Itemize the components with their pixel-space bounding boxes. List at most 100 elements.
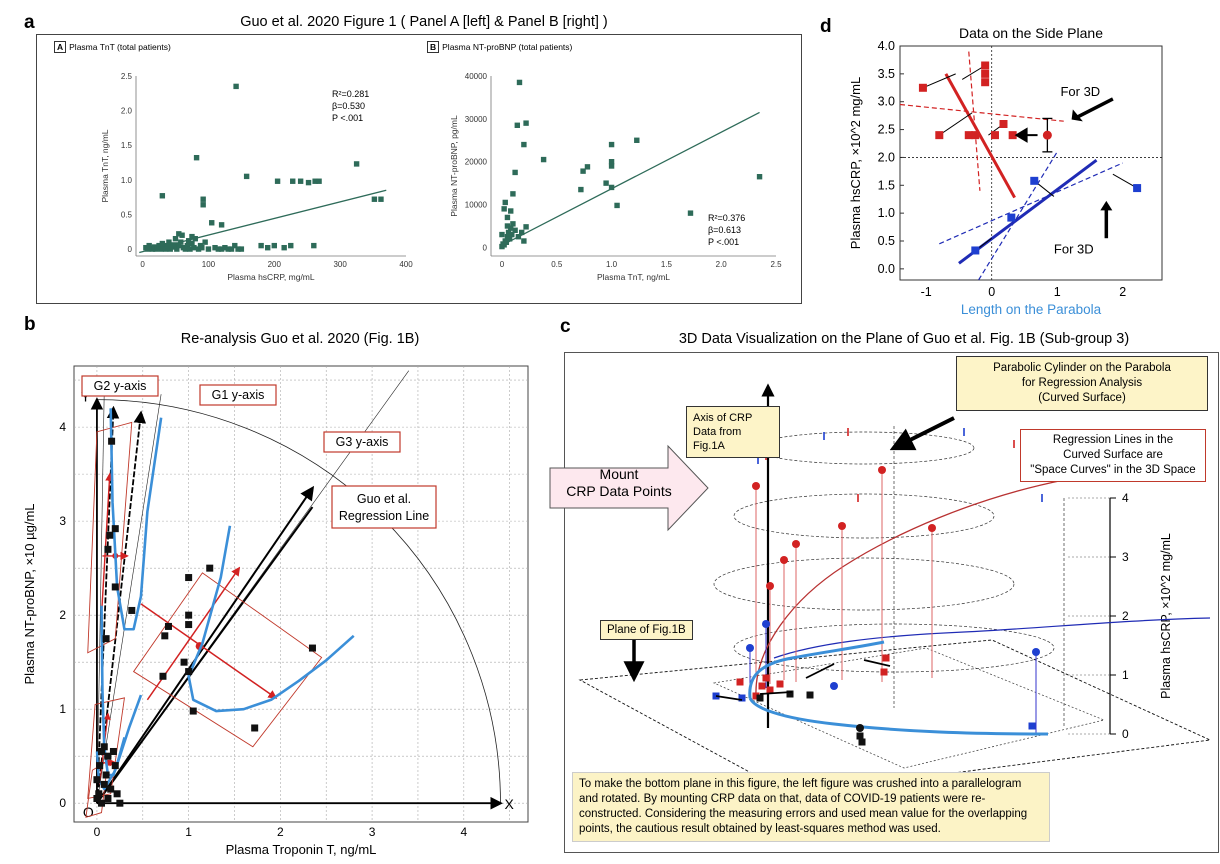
g0-parabola xyxy=(95,737,126,791)
z-axis-label: Plasma hsCRP, ×10^2 mg/mL xyxy=(1159,533,1173,699)
x-tick-label: 0 xyxy=(500,260,505,269)
data-point xyxy=(174,246,180,252)
x-tick-label: 0 xyxy=(140,260,145,269)
y-tick-label: 0.5 xyxy=(878,234,895,248)
blue-parabola-upper xyxy=(748,640,885,699)
red-square xyxy=(762,674,770,682)
data-point xyxy=(312,178,318,184)
data-point xyxy=(510,191,516,197)
panel-c-title: 3D Data Visualization on the Plane of Gu… xyxy=(678,331,1130,347)
data-point xyxy=(182,246,189,252)
red-mean-point xyxy=(1042,130,1052,140)
data-point xyxy=(185,621,193,629)
regression-callout-line1: Guo et al. xyxy=(357,492,411,506)
panel-a-chart: 0 100 200 300 400 0 0.5 1.0 1.5 2.0 2.5 Plasma hsCR… xyxy=(36,34,802,304)
y-tick-label: 20000 xyxy=(465,158,488,167)
data-point xyxy=(98,799,106,807)
data-point xyxy=(509,231,515,238)
data-point xyxy=(161,632,169,640)
red-point xyxy=(999,120,1008,128)
x-tick-label: 1.0 xyxy=(606,260,618,269)
stat-p: P <.001 xyxy=(332,113,364,123)
red-fit-line xyxy=(944,73,1016,199)
data-point xyxy=(166,239,172,245)
y-tick-label: 2.0 xyxy=(121,107,133,116)
red-square xyxy=(766,686,774,694)
data-point xyxy=(187,246,193,252)
data-point xyxy=(506,236,513,242)
data-point xyxy=(93,794,101,802)
x-tick-label: 400 xyxy=(399,260,413,269)
origin-letter: O xyxy=(83,804,94,820)
red-point xyxy=(964,131,973,140)
data-point xyxy=(608,141,615,148)
data-point xyxy=(225,246,231,252)
mount-line2: CRP Data Points xyxy=(566,483,672,499)
data-point xyxy=(200,196,206,202)
panel-a-left-tag: A xyxy=(54,41,67,53)
data-point xyxy=(162,246,169,252)
data-point xyxy=(308,644,316,652)
blue-point xyxy=(746,644,754,652)
x-tick-label: 1 xyxy=(1054,285,1061,299)
y-tick-label: 1.5 xyxy=(121,141,133,150)
blue-parabola-lower xyxy=(748,697,1049,736)
data-point xyxy=(164,622,172,630)
y-axis-letter: Y xyxy=(81,389,91,405)
chart-title: Data on the Side Plane xyxy=(959,25,1103,41)
panel-a-right-subtitle: B Plasma NT-proBNP (total patients) xyxy=(427,41,572,53)
data-point xyxy=(172,235,179,242)
data-point xyxy=(108,437,116,445)
x-axis-letter: X xyxy=(504,796,514,812)
red-square xyxy=(880,668,888,676)
panel-c-letter: c xyxy=(560,316,571,337)
y-axis-label: Plasma TnT, ng/mL xyxy=(100,129,110,202)
plane-arrow xyxy=(715,695,743,701)
regression-line2: Curved Surface are xyxy=(1063,449,1163,461)
g3-parabola xyxy=(187,525,355,713)
data-point xyxy=(502,199,508,206)
x-tick-label: 4 xyxy=(460,825,467,839)
x-tick-label: 3 xyxy=(369,825,376,839)
data-point xyxy=(164,242,171,249)
data-point xyxy=(371,196,378,202)
blue-point xyxy=(762,620,770,628)
for3d-top-arrowhead xyxy=(1071,109,1083,122)
x-tick-label: 2 xyxy=(1119,285,1126,299)
y-tick-label: 1.0 xyxy=(878,206,895,220)
x-axis-label: Plasma Troponin T, ng/mL xyxy=(226,842,377,857)
red-point xyxy=(838,522,846,530)
x-tick-label: 0 xyxy=(988,285,995,299)
data-point xyxy=(184,242,191,249)
data-point xyxy=(113,790,121,798)
y-tick-label: 3.0 xyxy=(878,95,895,109)
data-point xyxy=(501,206,507,212)
panel-a-letter: a xyxy=(24,12,35,33)
data-point xyxy=(265,244,271,251)
blue-ci-line xyxy=(939,162,1123,245)
red-square xyxy=(776,680,784,688)
data-point xyxy=(584,164,591,170)
data-point xyxy=(104,752,112,760)
panel-a-left-stats: R²=0.281 β=0.530 P <.001 xyxy=(332,88,369,124)
data-point xyxy=(512,227,518,233)
cylinder-line2: for Regression Analysis xyxy=(1021,377,1143,389)
data-point xyxy=(756,174,763,180)
data-point xyxy=(104,545,112,553)
data-point xyxy=(189,233,195,240)
blue-point xyxy=(830,682,838,690)
red-point xyxy=(918,83,927,92)
x-tick-label: 0 xyxy=(94,825,101,839)
axis-crp-callout: Axis of CRP Data from Fig.1A xyxy=(686,406,780,458)
x-tick-label: 2 xyxy=(277,825,284,839)
y-tick-label: 1.5 xyxy=(878,178,895,192)
data-point xyxy=(96,762,104,770)
mount-line1: Mount xyxy=(599,466,639,482)
y-tick-label: 3.5 xyxy=(878,67,895,81)
data-point xyxy=(508,208,514,214)
data-point xyxy=(281,244,287,251)
y-tick-label: 1 xyxy=(59,702,66,716)
g2-callout-text: G2 y-axis xyxy=(94,379,147,393)
data-point xyxy=(159,193,166,199)
data-point xyxy=(258,242,264,249)
